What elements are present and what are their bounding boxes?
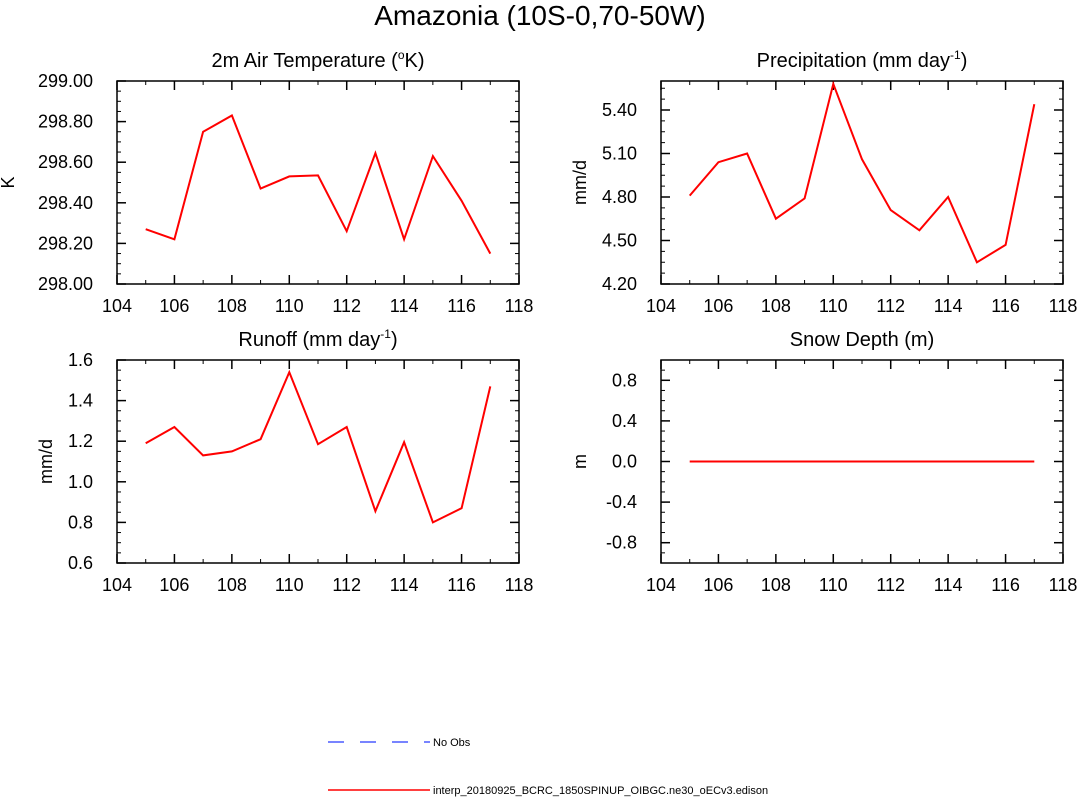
panel-1: 2m Air Temperature (oK) 104 106 108 110 112 11… xyxy=(0,48,533,316)
plot-frame xyxy=(116,359,520,564)
panel-title-tail: K) xyxy=(405,50,425,72)
x-tick-label: 104 xyxy=(102,575,132,595)
panel-2: Precipitation (mm day-1) 104 106 108 110 112 1… xyxy=(570,48,1077,316)
x-tick-label: 108 xyxy=(761,575,791,595)
y-axis-label: K xyxy=(0,176,18,188)
y-tick-label: 0.4 xyxy=(612,411,637,431)
y-tick-label: 298.20 xyxy=(38,233,93,253)
y-tick-label: 1.6 xyxy=(68,350,93,370)
y-tick-label: 0.0 xyxy=(612,452,637,472)
x-tick-label: 114 xyxy=(390,296,419,316)
y-tick-label: 4.80 xyxy=(602,187,637,207)
series-line xyxy=(145,114,492,255)
y-axis-label: mm/d xyxy=(36,439,56,484)
x-tick-label: 106 xyxy=(703,296,733,316)
y-axis-label: m xyxy=(570,454,590,469)
y-tick-label: 0.8 xyxy=(68,512,93,532)
panel-title-text: Precipitation (mm day xyxy=(757,50,950,72)
legend-obs-label: No Obs xyxy=(433,737,471,749)
x-tick-label: 110 xyxy=(819,575,848,595)
x-tick-label: 114 xyxy=(934,575,963,595)
x-tick-label: 112 xyxy=(332,296,361,316)
x-tick-label: 104 xyxy=(646,296,676,316)
x-tick-label: 106 xyxy=(159,296,189,316)
y-tick-label: 1.2 xyxy=(68,431,93,451)
x-tick-label: 118 xyxy=(1049,575,1078,595)
x-tick-label: 118 xyxy=(1049,296,1078,316)
y-tick-label: 298.40 xyxy=(38,193,93,213)
y-tick-label: -0.8 xyxy=(606,533,637,553)
plot-frame xyxy=(116,80,520,285)
x-tick-label: 116 xyxy=(447,575,476,595)
y-tick-label: 4.20 xyxy=(602,274,637,294)
y-tick-label: 299.00 xyxy=(38,71,93,91)
x-tick-label: 106 xyxy=(159,575,189,595)
y-tick-label: 0.6 xyxy=(68,553,93,573)
x-tick-label: 114 xyxy=(934,296,963,316)
x-tick-label: 112 xyxy=(876,575,905,595)
plot-frame xyxy=(660,80,1064,285)
x-tick-label: 104 xyxy=(646,575,676,595)
x-tick-label: 110 xyxy=(275,296,304,316)
x-tick-label: 110 xyxy=(819,296,848,316)
x-tick-label: 116 xyxy=(991,575,1020,595)
panel-title-text: 2m Air Temperature ( xyxy=(211,50,398,72)
panel-title-superscript: -1 xyxy=(950,48,961,62)
figure-title: Amazonia (10S-0,70-50W) xyxy=(374,0,705,31)
legend: No Obs interp_20180925_BCRC_1850SPINUP_O… xyxy=(328,737,768,797)
series-line xyxy=(688,80,1036,264)
y-tick-label: 0.8 xyxy=(612,370,637,390)
panel-title: 2m Air Temperature (oK) xyxy=(211,48,424,72)
panel-3: Runoff (mm day-1) 104 106 108 110 112 114 116 11… xyxy=(36,327,533,595)
y-axis-label: mm/d xyxy=(570,160,590,205)
x-tick-label: 108 xyxy=(217,296,247,316)
x-tick-label: 106 xyxy=(703,575,733,595)
x-tick-label: 118 xyxy=(505,296,534,316)
x-tick-label: 118 xyxy=(505,575,534,595)
panel-title-tail: ) xyxy=(961,50,968,72)
x-tick-label: 112 xyxy=(332,575,361,595)
panel-title-tail: ) xyxy=(391,329,398,351)
legend-model-label: interp_20180925_BCRC_1850SPINUP_OIBGC.ne… xyxy=(433,785,768,797)
y-tick-label: 4.50 xyxy=(602,231,637,251)
x-tick-label: 116 xyxy=(447,296,476,316)
y-tick-label: 298.60 xyxy=(38,152,93,172)
y-tick-label: 1.0 xyxy=(68,472,93,492)
x-tick-label: 112 xyxy=(876,296,905,316)
y-tick-label: -0.4 xyxy=(606,492,637,512)
y-tick-label: 298.80 xyxy=(38,112,93,132)
panel-title: Runoff (mm day-1) xyxy=(238,327,397,351)
panel-4: Snow Depth (m) 104 106 108 110 112 114 116 118 -0… xyxy=(570,329,1077,595)
panel-title-text: Runoff (mm day xyxy=(238,329,380,351)
y-tick-label: 5.40 xyxy=(602,100,637,120)
x-tick-label: 114 xyxy=(390,575,419,595)
x-tick-label: 116 xyxy=(991,296,1020,316)
x-tick-label: 104 xyxy=(102,296,132,316)
x-tick-label: 110 xyxy=(275,575,304,595)
x-tick-label: 108 xyxy=(217,575,247,595)
panel-title-superscript: -1 xyxy=(380,327,391,341)
y-tick-label: 5.10 xyxy=(602,144,637,164)
x-tick-label: 108 xyxy=(761,296,791,316)
series-line xyxy=(145,369,492,524)
y-tick-label: 298.00 xyxy=(38,274,93,294)
y-tick-label: 1.4 xyxy=(68,391,93,411)
panel-title-superscript: o xyxy=(398,48,405,62)
panel-title-text: Snow Depth (m) xyxy=(790,329,935,351)
panel-title: Precipitation (mm day-1) xyxy=(757,48,968,72)
panel-title: Snow Depth (m) xyxy=(790,329,935,351)
